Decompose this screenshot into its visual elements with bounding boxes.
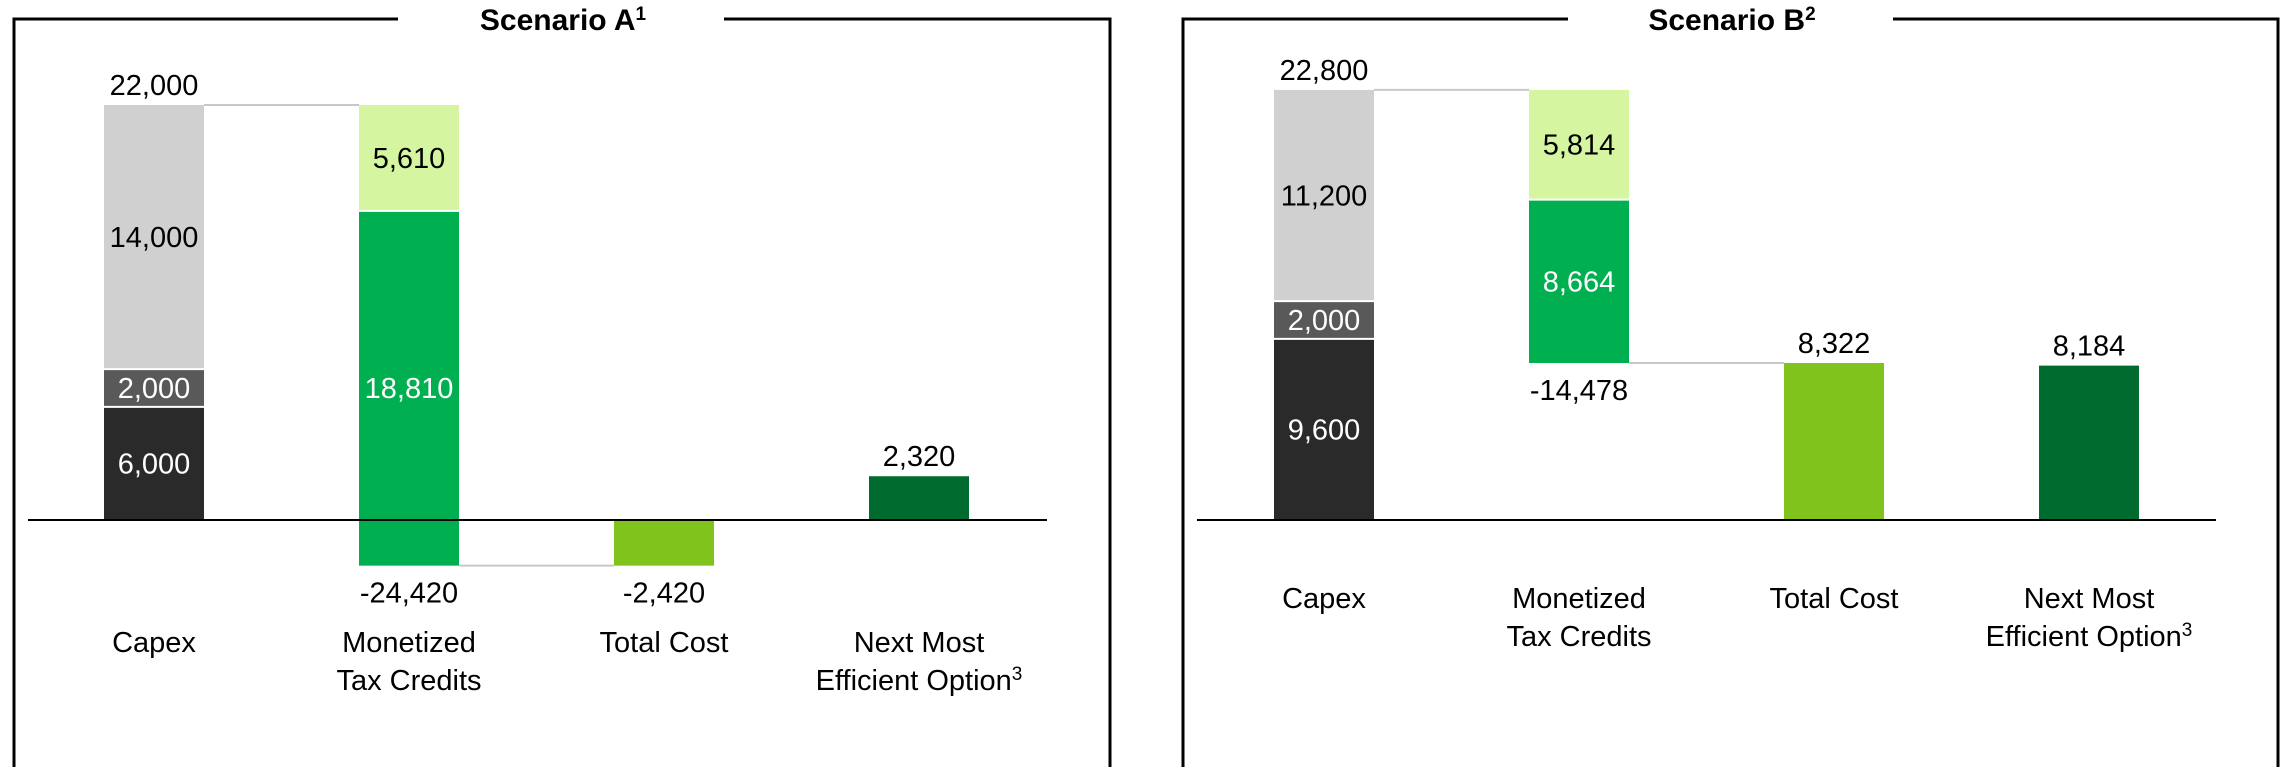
category-label: Total Cost <box>1770 583 1899 615</box>
bar-total-label: -14,478 <box>1530 375 1628 407</box>
panel-frame-left <box>12 17 398 767</box>
bar-segment <box>1274 338 1374 520</box>
bar-segment <box>359 210 459 566</box>
segment-label: 2,000 <box>118 373 191 405</box>
category-label-text: Efficient Option <box>816 665 1012 697</box>
panel-frame-left <box>1181 17 1568 767</box>
chart-title: Scenario A1 <box>480 4 647 37</box>
bar-segment <box>104 369 204 407</box>
segment-label: 18,810 <box>365 373 454 405</box>
category-label-line2: Efficient Option3 <box>816 664 1023 697</box>
category-label: Capex <box>112 627 196 659</box>
category-label-line2: Efficient Option3 <box>1986 620 2193 653</box>
panel-frame-right <box>1893 17 2280 767</box>
chart-title: Scenario B2 <box>1648 4 1815 37</box>
bar-segment <box>1784 363 1884 520</box>
bar-total-label: 8,184 <box>2053 331 2126 363</box>
category-label: Next Most <box>854 627 985 659</box>
category-label: Capex <box>1282 583 1366 615</box>
bar-total-label: -2,420 <box>623 578 705 610</box>
bar-total-label: 22,800 <box>1280 55 1369 87</box>
segment-label: 8,664 <box>1543 266 1616 298</box>
category-label-text: Tax Credits <box>1506 621 1651 653</box>
category-label: Monetized <box>342 627 476 659</box>
bar-segment <box>104 105 204 370</box>
segment-label: 6,000 <box>118 448 191 480</box>
category-label-superscript: 3 <box>2182 620 2193 641</box>
chart-title-superscript: 1 <box>636 4 647 25</box>
segment-label: 14,000 <box>110 222 199 254</box>
panel-frame-right <box>724 17 1112 767</box>
chart-title-superscript: 2 <box>1805 4 1816 25</box>
category-label: Total Cost <box>600 627 729 659</box>
bar-total-label: 8,322 <box>1798 328 1871 360</box>
segment-label: 5,610 <box>373 143 446 175</box>
bar-total-label: 2,320 <box>883 441 956 473</box>
bar-segment <box>104 406 204 520</box>
category-label-line2: Tax Credits <box>336 665 481 697</box>
chart-panel-2: Scenario B2 9,600 2,000 11,200 22,800 5,814 8,… <box>1181 4 2280 767</box>
segment-label: 9,600 <box>1288 414 1361 446</box>
category-label-text: Efficient Option <box>1986 621 2182 653</box>
bar-total-label: 22,000 <box>110 70 199 102</box>
bar-total-label: -24,420 <box>360 578 458 610</box>
bar-segment <box>1529 199 1629 364</box>
bar-segment <box>614 520 714 566</box>
segment-label: 2,000 <box>1288 305 1361 337</box>
bar-segment <box>2039 365 2139 520</box>
category-label-text: Tax Credits <box>336 665 481 697</box>
category-label: Next Most <box>2024 583 2155 615</box>
category-label-line2: Tax Credits <box>1506 621 1651 653</box>
chart-panel-1: Scenario A1 6,000 2,000 14,000 22,000 5,610 18… <box>12 4 1112 767</box>
bar-segment <box>359 105 459 211</box>
bar-segment <box>1529 89 1629 200</box>
category-label: Monetized <box>1512 583 1646 615</box>
bar-segment <box>1274 89 1374 302</box>
bar-segment <box>869 476 969 520</box>
segment-label: 5,814 <box>1543 130 1616 162</box>
bar-segment <box>1274 301 1374 339</box>
category-label-superscript: 3 <box>1012 664 1023 685</box>
chart-title-text: Scenario B <box>1648 4 1805 37</box>
segment-label: 11,200 <box>1281 181 1368 213</box>
chart-title-text: Scenario A <box>480 4 636 37</box>
